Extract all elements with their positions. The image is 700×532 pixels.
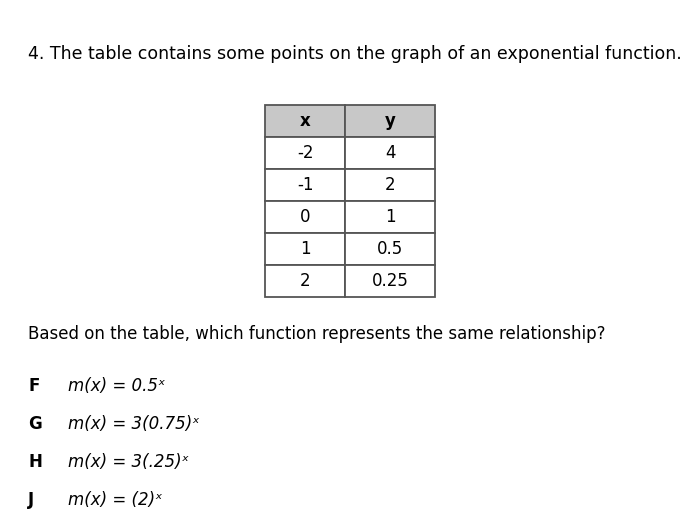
Bar: [345, 265, 435, 297]
Text: 2: 2: [300, 272, 310, 290]
Text: m(x) = 3(.25)ˣ: m(x) = 3(.25)ˣ: [68, 453, 189, 471]
Text: m(x) = 3(0.75)ˣ: m(x) = 3(0.75)ˣ: [68, 415, 200, 433]
Text: Based on the table, which function represents the same relationship?: Based on the table, which function repre…: [28, 325, 606, 343]
Bar: [345, 233, 435, 265]
Text: 2: 2: [385, 176, 396, 194]
Text: 4: 4: [385, 144, 396, 162]
Bar: [265, 233, 345, 265]
Text: H: H: [28, 453, 42, 471]
Text: m(x) = (2)ˣ: m(x) = (2)ˣ: [68, 491, 162, 509]
Text: F: F: [28, 377, 39, 395]
Bar: [345, 201, 435, 233]
Text: m(x) = 0.5ˣ: m(x) = 0.5ˣ: [68, 377, 165, 395]
Bar: [345, 169, 435, 201]
Text: -2: -2: [297, 144, 314, 162]
Text: 1: 1: [300, 240, 310, 258]
Text: G: G: [28, 415, 42, 433]
Bar: [265, 265, 345, 297]
Text: J: J: [28, 491, 34, 509]
Text: 0.25: 0.25: [372, 272, 408, 290]
Bar: [265, 105, 345, 137]
Bar: [265, 169, 345, 201]
Text: 1: 1: [385, 208, 396, 226]
Text: 0.5: 0.5: [377, 240, 403, 258]
Text: x: x: [300, 112, 310, 130]
Bar: [345, 137, 435, 169]
Bar: [345, 105, 435, 137]
Text: 0: 0: [300, 208, 310, 226]
Text: -1: -1: [297, 176, 314, 194]
Bar: [265, 137, 345, 169]
Bar: [265, 201, 345, 233]
Text: y: y: [384, 112, 395, 130]
Text: 4. The table contains some points on the graph of an exponential function.: 4. The table contains some points on the…: [28, 45, 682, 63]
